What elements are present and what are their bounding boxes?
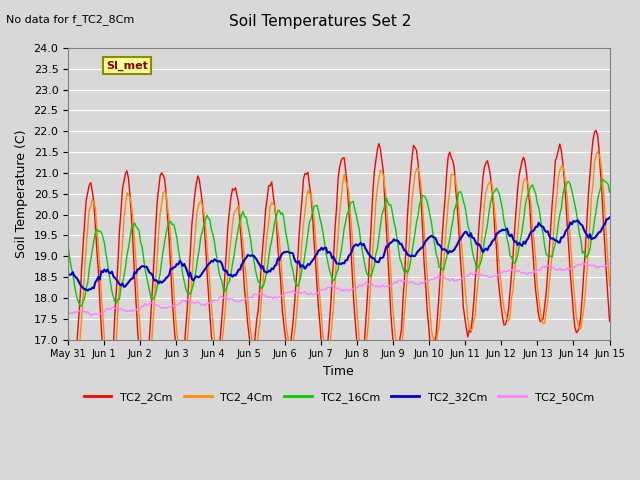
TC2_16Cm [227, 270, 235, 276]
TC2_50Cm [87, 313, 95, 319]
TC2_50Cm [245, 295, 253, 300]
TC2_50Cm [303, 291, 310, 297]
TC2_16Cm [303, 242, 310, 248]
TC2_32Cm [227, 272, 235, 277]
TC2_50Cm [132, 306, 140, 312]
TC2_4Cm [254, 333, 262, 338]
TC2_16Cm [605, 189, 613, 195]
TC2_2Cm [132, 299, 140, 304]
TC2_4Cm [245, 313, 253, 319]
TC2_2Cm [303, 171, 310, 177]
TC2_50Cm [64, 312, 72, 317]
TC2_32Cm [303, 264, 310, 270]
TC2_4Cm [227, 236, 235, 241]
TC2_4Cm [131, 239, 138, 244]
Legend: TC2_2Cm, TC2_4Cm, TC2_16Cm, TC2_32Cm, TC2_50Cm: TC2_2Cm, TC2_4Cm, TC2_16Cm, TC2_32Cm, TC… [79, 387, 598, 407]
Line: TC2_2Cm: TC2_2Cm [68, 131, 609, 392]
TC2_2Cm [592, 128, 600, 133]
TC2_50Cm [227, 296, 235, 302]
TC2_16Cm [76, 303, 84, 309]
TC2_50Cm [254, 291, 262, 297]
TC2_4Cm [143, 382, 150, 387]
TC2_16Cm [254, 279, 262, 285]
TC2_4Cm [303, 195, 310, 201]
TC2_2Cm [64, 359, 72, 365]
TC2_2Cm [254, 308, 262, 314]
Line: TC2_4Cm: TC2_4Cm [68, 152, 609, 384]
TC2_50Cm [577, 262, 585, 268]
TC2_32Cm [577, 221, 585, 227]
TC2_16Cm [64, 243, 72, 249]
TC2_32Cm [605, 215, 613, 220]
TC2_16Cm [598, 177, 606, 182]
TC2_32Cm [254, 260, 262, 265]
Line: TC2_50Cm: TC2_50Cm [68, 263, 609, 316]
TC2_16Cm [577, 238, 585, 243]
TC2_2Cm [577, 312, 585, 318]
TC2_32Cm [132, 271, 140, 276]
TC2_4Cm [605, 283, 613, 288]
Text: SI_met: SI_met [106, 60, 148, 71]
TC2_4Cm [64, 330, 72, 336]
TC2_4Cm [577, 325, 585, 331]
TC2_16Cm [245, 229, 253, 235]
TC2_32Cm [84, 288, 92, 293]
TC2_32Cm [64, 272, 72, 278]
TC2_2Cm [605, 318, 613, 324]
TC2_2Cm [227, 194, 235, 200]
TC2_2Cm [104, 389, 111, 395]
TC2_16Cm [132, 224, 140, 229]
Y-axis label: Soil Temperature (C): Soil Temperature (C) [15, 130, 28, 258]
TC2_50Cm [605, 261, 613, 266]
TC2_2Cm [245, 333, 253, 339]
TC2_4Cm [594, 149, 602, 155]
X-axis label: Time: Time [323, 365, 354, 378]
TC2_50Cm [582, 260, 589, 266]
Line: TC2_16Cm: TC2_16Cm [68, 180, 609, 306]
Line: TC2_32Cm: TC2_32Cm [68, 217, 609, 290]
TC2_32Cm [245, 252, 253, 258]
Text: Soil Temperatures Set 2: Soil Temperatures Set 2 [229, 14, 411, 29]
Text: No data for f_TC2_8Cm: No data for f_TC2_8Cm [6, 14, 134, 25]
